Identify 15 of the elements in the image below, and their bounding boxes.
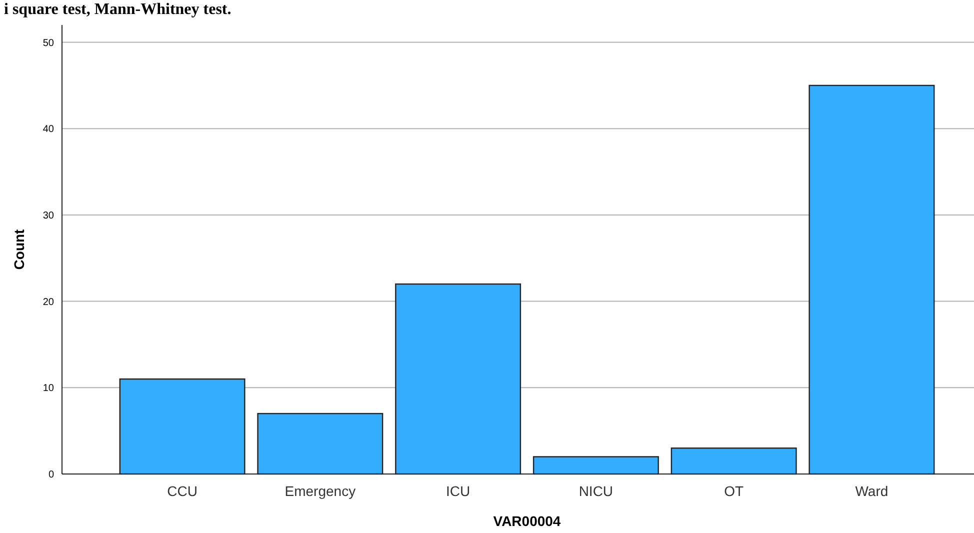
y-tick-label: 0: [48, 470, 54, 480]
text: i square test, Mann-Whitney test.: [4, 1, 232, 18]
y-tick-label: 40: [42, 124, 54, 136]
x-axis-title: VAR00004: [493, 513, 561, 529]
y-tick-label: 20: [42, 296, 54, 308]
y-tick-label: 50: [42, 38, 54, 49]
x-tick-label: CCU: [167, 483, 198, 499]
x-tick-label: OT: [724, 483, 744, 499]
y-axis-title: Count: [11, 228, 27, 270]
x-tick-label: NICU: [578, 483, 614, 499]
x-tick-label: Emergency: [284, 483, 356, 499]
x-tick-label: Ward: [855, 483, 888, 499]
y-tick-label: 10: [42, 383, 54, 394]
x-tick-label: ICU: [446, 483, 470, 499]
y-tick-label: 30: [42, 210, 54, 222]
